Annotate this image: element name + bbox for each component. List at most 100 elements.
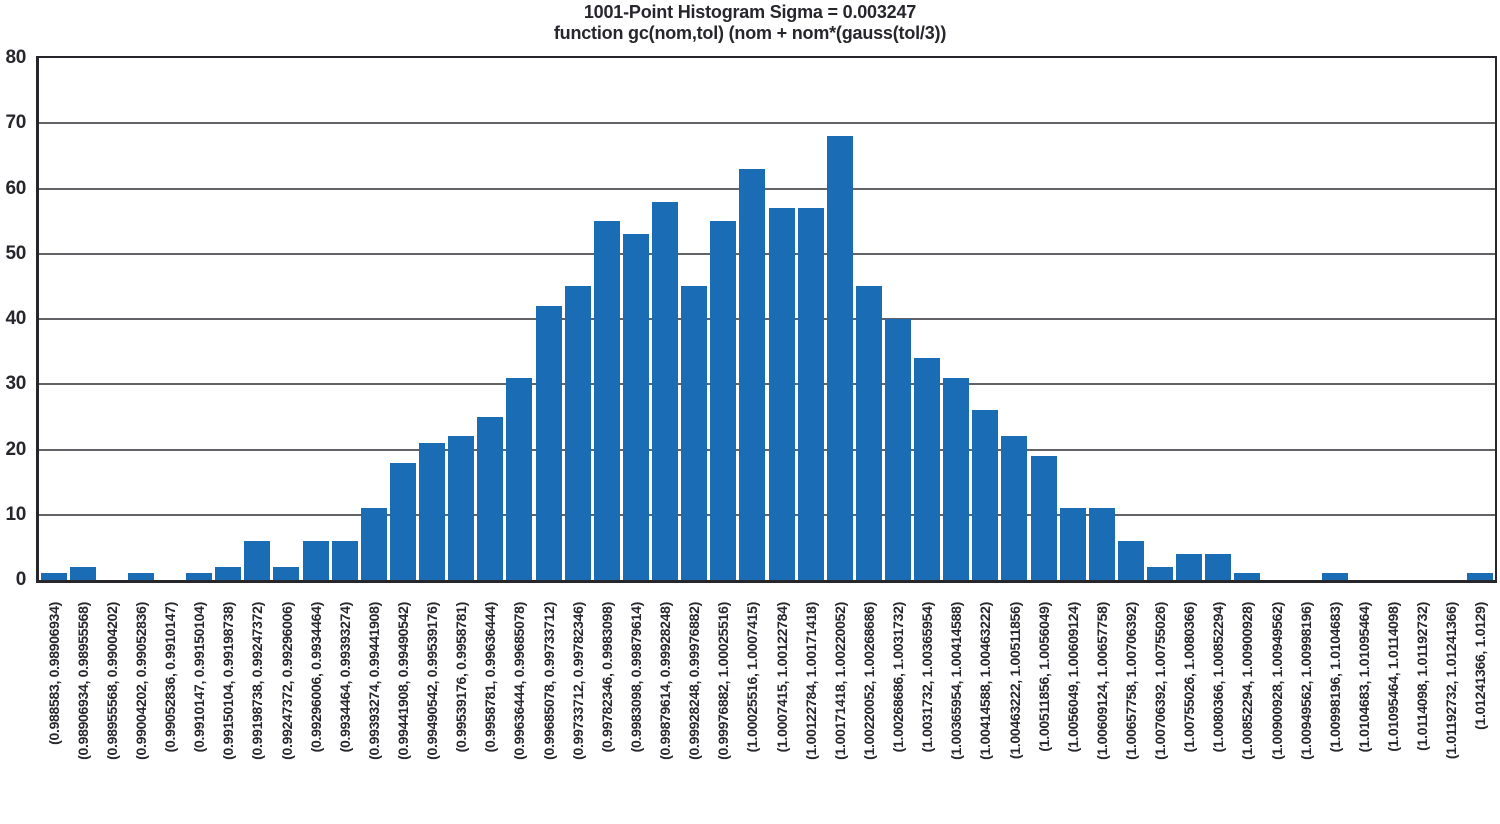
y-tick-label-80: 80 — [5, 47, 26, 68]
bar-50 — [1467, 573, 1493, 580]
x-tick-label-40: (1.00755026, 1.0080366) — [1181, 602, 1197, 753]
x-tick-label-12: (0.99393274, 0.99441908) — [366, 602, 382, 760]
bar-31 — [914, 358, 940, 580]
x-tick-label-48: (1.0114098, 1.01192732) — [1414, 602, 1430, 751]
gridline-40 — [39, 318, 1495, 320]
gridline-60 — [39, 188, 1495, 190]
bar-16 — [477, 417, 503, 580]
bar-38 — [1118, 541, 1144, 580]
x-tick-label-32: (1.00365954, 1.00414588) — [948, 602, 964, 760]
bar-1 — [41, 573, 67, 580]
bar-19 — [565, 286, 591, 580]
bar-22 — [652, 202, 678, 580]
x-tick-label-8: (0.99198738, 0.99247372) — [249, 602, 265, 760]
bar-6 — [186, 573, 212, 580]
x-tick-label-7: (0.99150104, 0.99198738) — [220, 602, 236, 760]
gridline-10 — [39, 514, 1495, 516]
bar-42 — [1234, 573, 1260, 580]
bar-11 — [332, 541, 358, 580]
bar-29 — [856, 286, 882, 580]
x-tick-label-46: (1.0104683, 1.01095464) — [1356, 602, 1372, 753]
x-tick-label-30: (1.00268686, 1.0031732) — [890, 602, 906, 753]
x-tick-label-27: (1.00122784, 1.00171418) — [803, 602, 819, 760]
bar-34 — [1001, 436, 1027, 580]
bar-14 — [419, 443, 445, 580]
x-tick-label-2: (0.98906934, 0.98955568) — [75, 602, 91, 760]
x-tick-label-49: (1.01192732, 1.01241366) — [1443, 602, 1459, 760]
bar-39 — [1147, 567, 1173, 580]
y-tick-label-50: 50 — [5, 243, 26, 264]
bar-12 — [361, 508, 387, 580]
x-tick-label-47: (1.01095464, 1.0114098) — [1385, 602, 1401, 752]
x-tick-label-1: (0.988583, 0.98906934) — [46, 602, 62, 745]
bar-32 — [943, 378, 969, 580]
x-tick-label-20: (0.99782346, 0.9983098) — [599, 602, 615, 753]
bar-41 — [1205, 554, 1231, 580]
y-tick-label-60: 60 — [5, 178, 26, 199]
x-tick-label-16: (0.9958781, 0.99636444) — [482, 602, 498, 753]
x-tick-label-50: (1.01241366, 1.0129) — [1472, 602, 1488, 730]
bar-10 — [303, 541, 329, 580]
bar-4 — [128, 573, 154, 580]
bar-9 — [273, 567, 299, 580]
bar-21 — [623, 234, 649, 580]
bar-15 — [448, 436, 474, 580]
chart-title: 1001-Point Histogram Sigma = 0.003247 — [583, 2, 917, 22]
bar-26 — [769, 208, 795, 580]
bar-24 — [710, 221, 736, 580]
x-tick-label-4: (0.99004202, 0.99052836) — [133, 602, 149, 760]
bar-45 — [1322, 573, 1348, 580]
bar-28 — [827, 136, 853, 580]
bar-17 — [506, 378, 532, 580]
y-tick-label-10: 10 — [5, 504, 26, 525]
bar-7 — [215, 567, 241, 580]
x-tick-label-17: (0.99636444, 0.99685078) — [511, 602, 527, 760]
x-tick-label-29: (1.00220052, 1.00268686) — [861, 602, 877, 760]
x-tick-label-14: (0.99490542, 0.99539176) — [424, 602, 440, 760]
x-tick-label-37: (1.00609124, 1.00657758) — [1094, 602, 1110, 760]
bar-20 — [594, 221, 620, 580]
x-tick-label-26: (1.0007415, 1.00122784) — [774, 602, 790, 753]
x-tick-label-45: (1.00998196, 1.0104683) — [1327, 602, 1343, 753]
x-tick-label-34: (1.00463222, 1.00511856) — [1007, 602, 1023, 760]
y-tick-label-40: 40 — [5, 308, 26, 329]
x-tick-label-21: (0.9983098, 0.99879614) — [628, 602, 644, 753]
x-tick-label-11: (0.9934464, 0.99393274) — [337, 602, 353, 753]
x-tick-label-3: (0.98955568, 0.99004202) — [104, 602, 120, 760]
bar-40 — [1176, 554, 1202, 580]
x-tick-label-43: (1.00900928, 1.00949562) — [1269, 602, 1285, 760]
bar-36 — [1060, 508, 1086, 580]
x-tick-label-39: (1.00706392, 1.00755026) — [1152, 602, 1168, 760]
gridline-70 — [39, 122, 1495, 124]
x-tick-label-13: (0.99441908, 0.99490542) — [395, 602, 411, 760]
chart-subtitle: function gc(nom,tol) (nom + nom*(gauss(t… — [553, 23, 947, 43]
x-tick-label-36: (1.0056049, 1.00609124) — [1065, 602, 1081, 753]
bar-37 — [1089, 508, 1115, 580]
bar-27 — [798, 208, 824, 580]
x-tick-label-24: (0.99976882, 1.00025516) — [715, 602, 731, 760]
bar-35 — [1031, 456, 1057, 580]
y-tick-label-20: 20 — [5, 439, 26, 460]
y-tick-label-70: 70 — [5, 112, 26, 133]
bar-30 — [885, 319, 911, 580]
y-tick-label-30: 30 — [5, 373, 26, 394]
x-tick-label-41: (1.0080366, 1.00852294) — [1210, 602, 1226, 753]
x-tick-label-44: (1.00949562, 1.00998196) — [1298, 602, 1314, 760]
y-tick-label-0: 0 — [15, 569, 27, 590]
x-tick-label-18: (0.99685078, 0.99733712) — [541, 602, 557, 760]
x-tick-label-25: (1.00025516, 1.0007415) — [744, 602, 760, 753]
plot-inner — [39, 58, 1495, 580]
bar-25 — [739, 169, 765, 580]
x-tick-label-42: (1.00852294, 1.00900928) — [1239, 602, 1255, 760]
x-tick-label-10: (0.99296006, 0.9934464) — [308, 602, 324, 753]
plot-area — [36, 56, 1497, 583]
x-tick-label-35: (1.00511856, 1.0056049) — [1036, 602, 1052, 752]
x-tick-label-5: (0.99052836, 0.9910147) — [162, 602, 178, 753]
x-tick-label-23: (0.99928248, 0.99976882) — [686, 602, 702, 760]
bar-2 — [70, 567, 96, 580]
bar-33 — [972, 410, 998, 580]
x-tick-label-38: (1.00657758, 1.00706392) — [1123, 602, 1139, 760]
x-tick-label-22: (0.99879614, 0.99928248) — [657, 602, 673, 760]
gridline-30 — [39, 383, 1495, 385]
